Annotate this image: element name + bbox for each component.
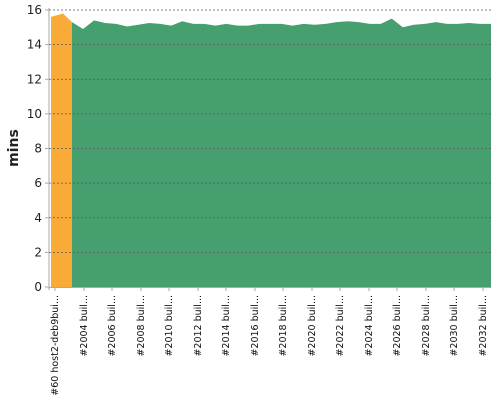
- x-tick-label: #2020 buil...: [307, 295, 318, 357]
- y-tick-label: 6: [34, 176, 42, 190]
- x-tick-label: #2018 buil...: [278, 295, 289, 357]
- x-tick-label: #2014 buil...: [221, 295, 232, 357]
- x-tick-label: #60 host2-deb9bui...: [50, 295, 61, 396]
- x-tick-label: #2008 buil...: [136, 295, 147, 357]
- y-tick-label: 2: [34, 245, 42, 259]
- y-tick-label: 12: [27, 72, 42, 86]
- plot-area: [51, 13, 491, 288]
- y-axis-ticks: 0 2 4 6 8 10 12 14 16: [27, 3, 50, 294]
- series-area-orange: [51, 13, 72, 288]
- y-tick-label: 14: [27, 38, 42, 52]
- x-tick-label: #2016 buil...: [250, 295, 261, 357]
- x-tick-label: #2028 buil...: [421, 295, 432, 357]
- y-tick-label: 16: [27, 3, 42, 17]
- x-tick-label: #2032 buil...: [478, 295, 489, 357]
- series-area-green: [72, 18, 491, 287]
- x-tick-label: #2010 buil...: [164, 295, 175, 357]
- y-tick-label: 0: [34, 280, 42, 294]
- x-tick-label: #2006 buil...: [107, 295, 118, 357]
- y-tick-label: 8: [34, 142, 42, 156]
- y-axis-title: mins: [6, 129, 22, 167]
- x-tick-label: #2022 buil...: [335, 295, 346, 357]
- x-tick-label: #2004 buil...: [79, 295, 90, 357]
- x-tick-label: #2030 buil...: [449, 295, 460, 357]
- x-tick-label: #2024 buil...: [364, 295, 375, 357]
- x-tick-label: #2012 buil...: [193, 295, 204, 357]
- y-tick-label: 10: [27, 107, 42, 121]
- grid-lines: [49, 9, 491, 253]
- x-axis-ticks: #60 host2-deb9bui... #2004 buil... #2006 b…: [49, 287, 491, 396]
- y-tick-label: 4: [34, 211, 42, 225]
- x-tick-label: #2026 buil...: [392, 295, 403, 357]
